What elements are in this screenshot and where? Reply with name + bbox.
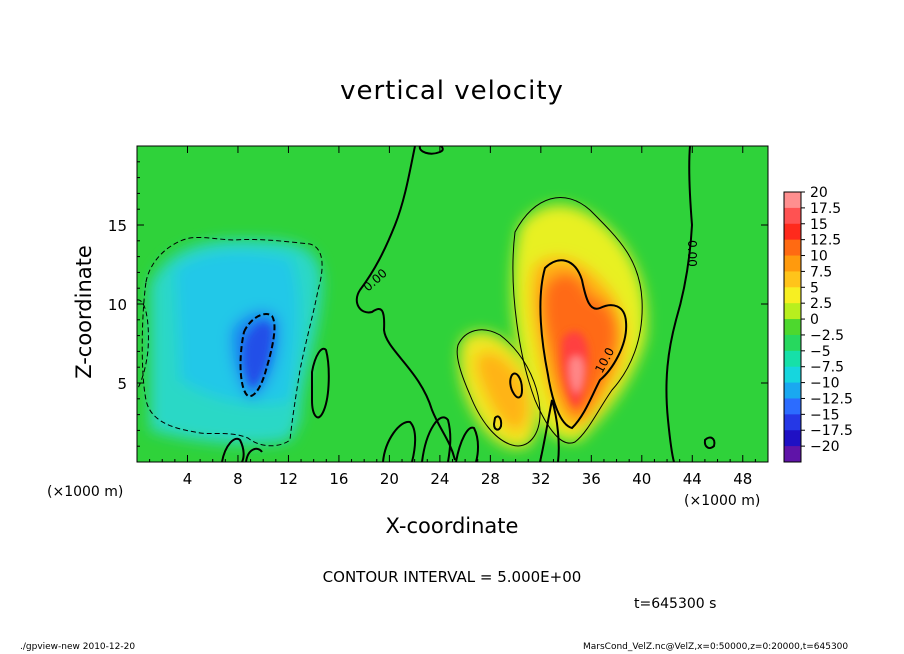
zero-contour-bottom-2 bbox=[382, 420, 417, 462]
x-axis-label: X-coordinate bbox=[385, 514, 519, 538]
velocity-field: 0.00 0.00 10.0 bbox=[137, 146, 768, 462]
positive-10-contours bbox=[492, 259, 628, 431]
colorbar-swatch bbox=[784, 271, 801, 288]
colorbar-swatch bbox=[784, 255, 801, 272]
colorbar-swatch bbox=[784, 223, 801, 241]
x-tick-label: 32 bbox=[531, 470, 550, 488]
colorbar-label: −7.5 bbox=[810, 360, 844, 376]
y-tick-label: 5 bbox=[117, 375, 127, 393]
colorbar-label: 12.5 bbox=[810, 233, 841, 249]
positive-5-contours bbox=[456, 197, 643, 447]
x-tick-label: 12 bbox=[279, 470, 298, 488]
chart-title: vertical velocity bbox=[340, 76, 564, 106]
colorbar-label: 17.5 bbox=[810, 201, 841, 217]
colorbar-label: 15 bbox=[810, 217, 828, 233]
x-tick-label: 24 bbox=[430, 470, 449, 488]
zero-contour-bottom-4 bbox=[455, 426, 479, 462]
x-unit-label-left: (×1000 m) bbox=[47, 484, 124, 500]
colorbar-label: 5 bbox=[810, 280, 819, 296]
contour-interval-label: CONTOUR INTERVAL = 5.000E+00 bbox=[322, 568, 582, 586]
colorbar-swatch bbox=[784, 319, 801, 336]
colorbar-label: 7.5 bbox=[810, 264, 832, 280]
contour-10-left bbox=[509, 372, 524, 399]
colorbar-swatch bbox=[784, 350, 801, 368]
colorbar-label: −10 bbox=[810, 376, 840, 392]
positive-region-left bbox=[459, 331, 539, 449]
zero-contour-bottom-1 bbox=[221, 437, 263, 462]
y-axis: 5 10 15 bbox=[108, 161, 768, 447]
colorbar-swatch bbox=[784, 303, 801, 320]
zero-contour-blob-1 bbox=[311, 347, 330, 419]
contour-10-small bbox=[492, 415, 503, 431]
positive-region-right bbox=[512, 204, 647, 441]
colorbar-swatch bbox=[784, 239, 801, 257]
y-axis-label: Z-coordinate bbox=[72, 245, 96, 379]
x-tick-label: 20 bbox=[380, 470, 399, 488]
x-tick-label: 44 bbox=[683, 470, 702, 488]
colorbar-swatch bbox=[784, 207, 801, 225]
x-axis: 4 8 12 16 20 24 28 32 36 40 44 48 bbox=[149, 146, 756, 488]
x-tick-label: 48 bbox=[733, 470, 752, 488]
footer-right: MarsCond_VelZ.nc@VelZ,x=0:50000,z=0:2000… bbox=[583, 642, 849, 652]
x-tick-label: 8 bbox=[233, 470, 243, 488]
colorbar-swatch bbox=[784, 334, 801, 352]
contour-neg10 bbox=[239, 313, 276, 398]
contour-5-right bbox=[512, 197, 643, 444]
x-tick-label: 28 bbox=[481, 470, 500, 488]
colorbar-label: −15 bbox=[810, 407, 840, 423]
zero-contour-bottom-6 bbox=[703, 436, 716, 449]
x-tick-label: 16 bbox=[329, 470, 348, 488]
colorbar-label: 10 bbox=[810, 249, 828, 265]
y-tick-label: 15 bbox=[108, 217, 127, 235]
colorbar-swatch bbox=[784, 382, 801, 399]
x-tick-label: 36 bbox=[582, 470, 601, 488]
zero-contour-bottom-3 bbox=[421, 416, 452, 462]
colorbar-label: −12.5 bbox=[810, 391, 853, 407]
colorbar-label: 0 bbox=[810, 312, 819, 328]
colorbar-swatch bbox=[784, 446, 801, 463]
positive-left-inner bbox=[476, 351, 529, 432]
colorbar-label: 20 bbox=[810, 185, 828, 201]
footer-left: ./gpview-new 2010-12-20 bbox=[20, 642, 136, 652]
colorbar-label: −5 bbox=[810, 344, 831, 360]
x-tick-label: 40 bbox=[632, 470, 651, 488]
contour-10-right bbox=[539, 259, 628, 430]
colorbar-swatch bbox=[784, 366, 801, 384]
x-tick-label: 4 bbox=[183, 470, 193, 488]
colorbar: 2017.51512.5107.552.50−2.5−5−7.5−10−12.5… bbox=[783, 185, 853, 463]
colorbar-frame bbox=[783, 191, 802, 463]
colorbar-swatch bbox=[784, 430, 801, 447]
contour-neg5-outer bbox=[141, 236, 323, 447]
colorbar-swatch bbox=[784, 398, 801, 415]
colorbar-swatch bbox=[784, 414, 801, 431]
time-label: t=645300 s bbox=[634, 596, 717, 612]
negative-10-contour bbox=[239, 313, 276, 398]
x-unit-label-right: (×1000 m) bbox=[684, 493, 761, 509]
colorbar-label: −2.5 bbox=[810, 328, 844, 344]
negative-region bbox=[150, 239, 322, 445]
positive-max bbox=[569, 355, 584, 394]
zero-contour-bottom-5 bbox=[539, 399, 560, 462]
colorbar-swatch bbox=[784, 192, 801, 209]
contour-label: 0.00 bbox=[685, 240, 699, 267]
colorbar-swatch bbox=[784, 287, 801, 304]
contour-5-left bbox=[456, 329, 541, 447]
colorbar-label: −17.5 bbox=[810, 423, 853, 439]
zero-contour-right bbox=[665, 146, 694, 462]
colorbar-label: 2.5 bbox=[810, 296, 832, 312]
y-tick-label: 10 bbox=[108, 296, 127, 314]
colorbar-label: −20 bbox=[810, 439, 840, 455]
negative-min bbox=[244, 323, 272, 388]
